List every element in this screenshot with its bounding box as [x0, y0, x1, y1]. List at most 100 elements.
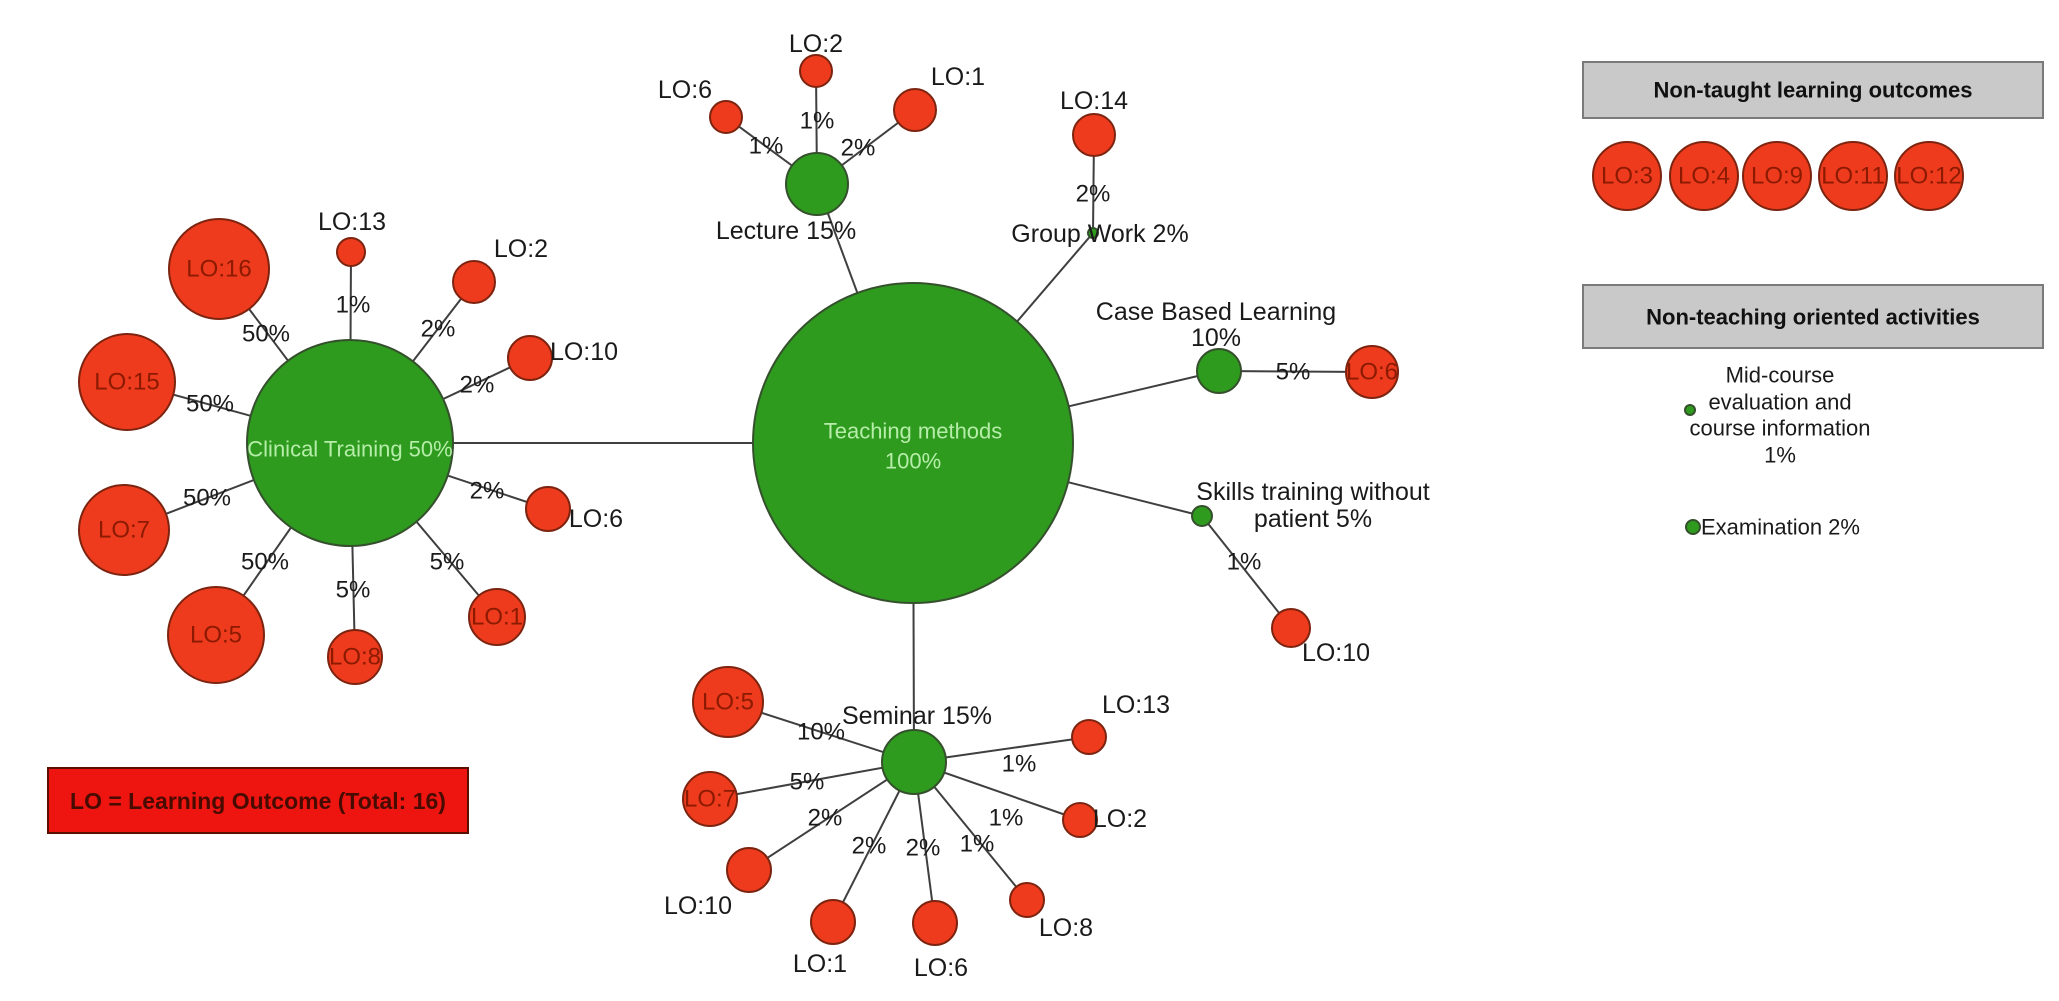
mid-course-line-1: Mid-course [1726, 363, 1835, 388]
satellite-label-lo-15-clinical: LO:15 [94, 369, 159, 396]
edge-pct-lo-6-cbl: 5% [1276, 359, 1311, 386]
satellite-label-lo-2-clinical: LO:2 [494, 235, 548, 263]
satellite-label-lo-13-clinical: LO:13 [318, 208, 386, 236]
satellite-lo-13-seminar [1071, 719, 1107, 755]
edge-pct-lo-13-seminar: 1% [1002, 751, 1037, 778]
satellite-label-lo-1-lecture: LO:1 [931, 63, 985, 91]
edge-pct-lo-1-clinical: 5% [430, 549, 465, 576]
satellite-label-lo-16-clinical: LO:16 [186, 256, 251, 283]
label-patient-5: patient 5% [1254, 505, 1372, 533]
label-lecture-15: Lecture 15% [716, 217, 856, 245]
satellite-lo-15-clinical [78, 333, 176, 431]
legend-circle-lo-11 [1818, 141, 1888, 211]
satellite-lo-7-seminar [682, 771, 738, 827]
satellite-lo-2-lecture [799, 54, 833, 88]
non-teaching-legend-box [1582, 284, 2044, 349]
hub-teaching-circle [752, 282, 1074, 604]
edge-pct-lo-15-clinical: 50% [186, 391, 234, 418]
label-teaching-methods: Teaching methods [824, 419, 1003, 444]
hub-groupwork-circle [1087, 227, 1099, 239]
edge-pct-lo-6-seminar: 2% [906, 835, 941, 862]
satellite-lo-8-clinical [327, 629, 383, 685]
legend-circle-label-lo-12: LO:12 [1896, 163, 1961, 190]
non-teaching-legend-title: Non-teaching oriented activities [1646, 305, 1980, 330]
edge-pct-lo-2-lecture: 1% [800, 108, 835, 135]
edge-pct-lo-10-skills: 1% [1227, 549, 1262, 576]
label-skills-training-without: Skills training without [1196, 478, 1429, 506]
edge-pct-lo-1-seminar: 2% [852, 833, 887, 860]
satellite-label-lo-6-clinical: LO:6 [569, 505, 623, 533]
legend-circle-lo-12 [1894, 141, 1964, 211]
label-10: 10% [1191, 324, 1241, 352]
legend-circle-lo-4 [1669, 141, 1739, 211]
hub-skills-circle [1191, 505, 1213, 527]
satellite-label-lo-10-skills: LO:10 [1302, 639, 1370, 667]
mid-course-line-3: course information [1690, 416, 1871, 441]
edge-skills-lo-10 [1201, 515, 1292, 629]
satellite-lo-10-skills [1271, 608, 1311, 648]
satellite-label-lo-6-lecture: LO:6 [658, 76, 712, 104]
edge-pct-lo-2-clinical: 2% [421, 316, 456, 343]
legend-circle-lo-9 [1742, 141, 1812, 211]
satellite-label-lo-14-groupwork: LO:14 [1060, 87, 1128, 115]
mid-course-line-2: evaluation and [1708, 390, 1851, 415]
satellite-label-lo-13-seminar: LO:13 [1102, 691, 1170, 719]
satellite-lo-14-groupwork [1072, 113, 1116, 157]
hub-seminar-circle [881, 729, 947, 795]
lo-note-box [47, 767, 469, 834]
satellite-lo-2-seminar [1062, 802, 1098, 838]
hub-clinical-circle [246, 339, 454, 547]
satellite-lo-5-seminar [692, 666, 764, 738]
satellite-lo-7-clinical [78, 484, 170, 576]
edge-pct-lo-16-clinical: 50% [242, 321, 290, 348]
satellite-label-lo-5-seminar: LO:5 [702, 689, 754, 716]
mid-course-line-4: 1% [1764, 443, 1796, 468]
examination-label: Examination 2% [1701, 515, 1860, 540]
label-case-based-learning: Case Based Learning [1096, 298, 1336, 326]
edge-pct-lo-13-clinical: 1% [336, 292, 371, 319]
label-100: 100% [885, 449, 941, 474]
satellite-lo-10-seminar [726, 847, 772, 893]
legend-circle-label-lo-9: LO:9 [1751, 163, 1803, 190]
labels-layer: LO:16 50% LO:13 1% LO:2 2% LO:10 2% LO:6 2% LO:1 5%… [94, 30, 1429, 982]
satellite-label-lo-6-cbl: LO:6 [1346, 359, 1398, 386]
edge-pct-lo-14-groupwork: 2% [1076, 181, 1111, 208]
edge-pct-lo-1-lecture: 2% [841, 135, 876, 162]
lo-note-text: LO = Learning Outcome (Total: 16) [70, 788, 446, 814]
satellite-lo-1-seminar [810, 899, 856, 945]
edge-pct-lo-10-seminar: 2% [808, 805, 843, 832]
satellite-label-lo-7-clinical: LO:7 [98, 517, 150, 544]
edge-pct-lo-7-seminar: 5% [790, 769, 825, 796]
satellite-lo-2-clinical [452, 260, 496, 304]
non-taught-legend-title: Non-taught learning outcomes [1654, 78, 1973, 103]
satellite-label-lo-8-seminar: LO:8 [1039, 914, 1093, 942]
satellite-label-lo-10-clinical: LO:10 [550, 338, 618, 366]
satellite-lo-6-lecture [709, 100, 743, 134]
mid-course-dot [1684, 404, 1696, 416]
satellite-label-lo-6-seminar: LO:6 [914, 954, 968, 982]
satellite-lo-8-seminar [1009, 882, 1045, 918]
satellite-label-lo-2-seminar: LO:2 [1093, 805, 1147, 833]
label-group-work-2: Group Work 2% [1011, 220, 1188, 248]
non-taught-circles: LO:3 LO:4 LO:9 LO:11 LO:12 [1592, 141, 1964, 211]
label-clinical-training-50: Clinical Training 50% [247, 437, 452, 462]
satellite-lo-6-clinical [525, 486, 571, 532]
satellite-label-lo-5-clinical: LO:5 [190, 622, 242, 649]
satellite-lo-16-clinical [168, 218, 270, 320]
satellite-lo-1-clinical [468, 588, 526, 646]
legend-circle-label-lo-3: LO:3 [1601, 163, 1653, 190]
satellite-lo-10-clinical [507, 335, 553, 381]
satellite-lo-6-cbl [1345, 345, 1399, 399]
satellite-label-lo-1-clinical: LO:1 [471, 604, 523, 631]
non-taught-legend-box [1582, 61, 2044, 119]
satellite-lo-6-seminar [912, 900, 958, 946]
edge-pct-lo-8-seminar: 1% [960, 831, 995, 858]
legend-circle-label-lo-11: LO:11 [1821, 163, 1885, 190]
examination-dot [1685, 519, 1701, 535]
edge-pct-lo-5-seminar: 10% [797, 719, 845, 746]
edge-pct-lo-2-seminar: 1% [989, 805, 1024, 832]
label-seminar-15: Seminar 15% [842, 702, 992, 730]
edge-pct-lo-5-clinical: 50% [241, 549, 289, 576]
